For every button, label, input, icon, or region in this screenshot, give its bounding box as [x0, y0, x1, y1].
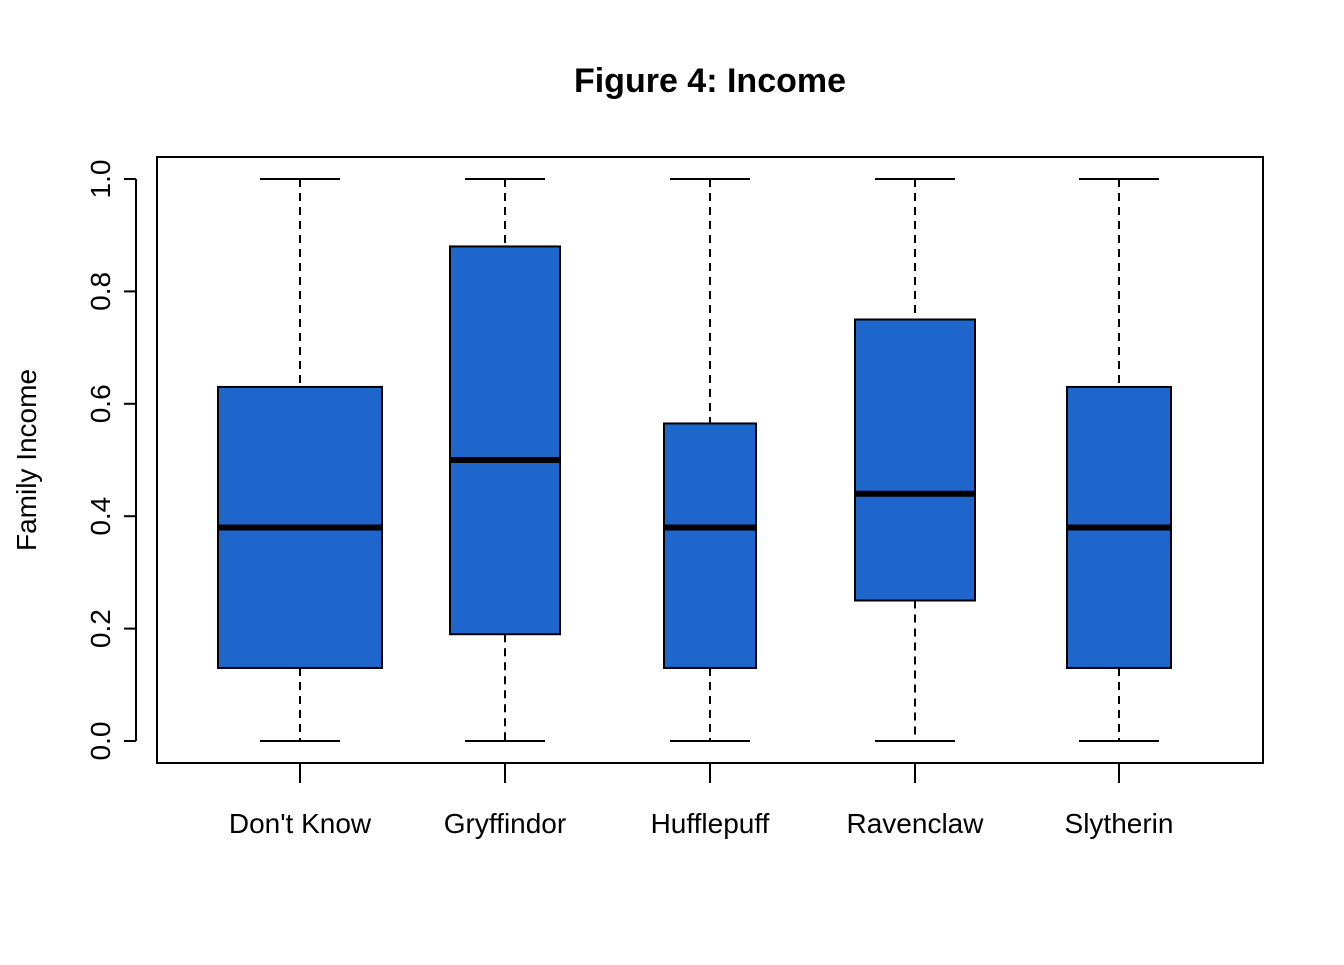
x-tick-label: Hufflepuff [651, 808, 770, 839]
box-body [663, 422, 757, 669]
y-tick-label: 0.2 [85, 609, 116, 648]
x-axis: Don't Know Gryffindor Hufflepuff Ravenclaw S… [229, 763, 1174, 839]
box-slytherin [1066, 178, 1172, 742]
x-tick-label: Don't Know [229, 808, 372, 839]
chart-title: Figure 4: Income [574, 62, 846, 100]
y-tick-label: 0.4 [85, 497, 116, 536]
x-tick-label: Gryffindor [444, 808, 566, 839]
box-body [854, 318, 976, 602]
box-group [217, 178, 1172, 742]
y-tick-label: 0.0 [85, 722, 116, 761]
box-gryffindor [449, 178, 561, 742]
x-tick-label: Ravenclaw [847, 808, 985, 839]
x-tick-label: Slytherin [1065, 808, 1174, 839]
y-axis: 0.0 0.2 0.4 0.6 0.8 1.0 [85, 160, 137, 761]
box-don-t-know [217, 178, 383, 742]
box-body [449, 245, 561, 636]
box-ravenclaw [854, 178, 976, 742]
y-tick-label: 0.6 [85, 384, 116, 423]
y-axis-label: Family Income [11, 369, 42, 551]
y-tick-label: 1.0 [85, 160, 116, 199]
y-tick-label: 0.8 [85, 272, 116, 311]
box-hufflepuff [663, 178, 757, 742]
